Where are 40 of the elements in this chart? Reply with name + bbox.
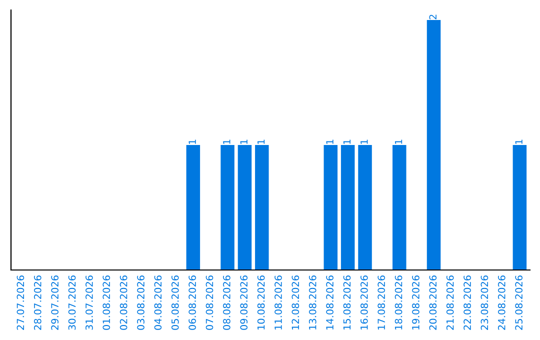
x-tick-label: 25.08.2026 <box>515 275 523 330</box>
x-tick-label: 07.08.2026 <box>206 275 214 330</box>
x-tick-label: 14.08.2026 <box>326 275 334 330</box>
x-tick-label: 11.08.2026 <box>274 275 282 330</box>
x-tick-label: 19.08.2026 <box>412 275 420 330</box>
x-tick-label: 10.08.2026 <box>257 275 265 330</box>
x-tick-label: 09.08.2026 <box>240 275 248 330</box>
x-tick-label: 18.08.2026 <box>394 275 402 330</box>
x-tick-label: 12.08.2026 <box>292 275 300 330</box>
x-tick-label: 01.08.2026 <box>102 275 110 330</box>
x-tick-label: 22.08.2026 <box>464 275 471 330</box>
x-tick-label: 04.08.2026 <box>154 275 162 330</box>
x-tick-label: 27.07.2026 <box>16 275 24 330</box>
x-tick-label: 16.08.2026 <box>360 275 368 330</box>
x-tick-label: 15.08.2026 <box>343 275 351 330</box>
data-label: 2 <box>429 14 436 20</box>
x-tick-label: 13.08.2026 <box>308 275 316 330</box>
x-tick-label: 29.07.2026 <box>51 275 59 330</box>
data-label: 1 <box>240 140 248 144</box>
data-label: 1 <box>258 140 265 144</box>
x-tick-label: 30.07.2026 <box>68 275 76 330</box>
x-tick-label: 20.08.2026 <box>429 275 437 330</box>
x-tick-label: 08.08.2026 <box>223 275 230 330</box>
data-label: 1 <box>515 140 522 144</box>
data-label: 1 <box>360 140 368 144</box>
data-label: 1 <box>394 140 402 144</box>
x-tick-label: 21.08.2026 <box>446 275 454 330</box>
data-label: 1 <box>326 140 334 144</box>
x-tick-label: 23.08.2026 <box>480 275 488 330</box>
x-tick-label: 02.08.2026 <box>120 275 128 330</box>
x-tick-label: 17.08.2026 <box>378 275 386 330</box>
x-tick-label: 31.07.2026 <box>86 275 93 330</box>
data-label: 1 <box>343 140 351 144</box>
x-tick-label: 06.08.2026 <box>188 275 196 330</box>
x-tick-label: 24.08.2026 <box>498 275 506 330</box>
x-tick-label: 05.08.2026 <box>171 275 179 330</box>
x-tick-label: 03.08.2026 <box>137 275 144 330</box>
data-label: 1 <box>223 140 230 144</box>
x-tick-label: 28.07.2026 <box>34 275 42 330</box>
data-label: 1 <box>188 140 196 144</box>
